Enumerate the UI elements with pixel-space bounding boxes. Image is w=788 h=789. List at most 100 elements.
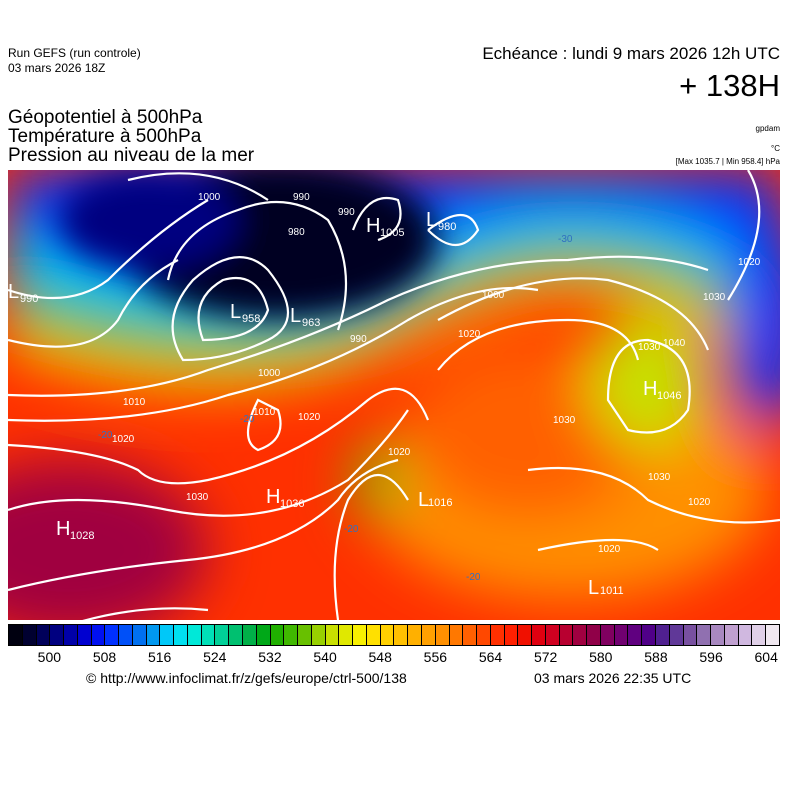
colorbar-cell — [325, 625, 340, 645]
colorbar-cell — [655, 625, 670, 645]
colorbar-cell — [270, 625, 285, 645]
colorbar-tick-label: 596 — [699, 649, 723, 665]
title-pressure: Pression au niveau de la mer — [8, 145, 255, 166]
svg-text:L: L — [8, 281, 19, 303]
svg-text:H: H — [366, 215, 380, 237]
svg-text:-20: -20 — [344, 524, 359, 535]
pressure-center-high: H 1046 — [643, 378, 681, 402]
svg-text:H: H — [56, 518, 70, 540]
colorbar-cell — [380, 625, 395, 645]
svg-text:1020: 1020 — [458, 329, 481, 340]
colorbar-cell — [50, 625, 65, 645]
svg-text:1020: 1020 — [688, 497, 711, 508]
colorbar-cell — [463, 625, 478, 645]
colorbar-tick-label: 588 — [644, 649, 668, 665]
colorbar-cell — [642, 625, 656, 645]
colorbar-cell — [64, 625, 78, 645]
colorbar-cell — [353, 625, 367, 645]
colorbar-cell — [738, 625, 753, 645]
colorbar-cell — [229, 625, 244, 645]
svg-text:-20: -20 — [98, 430, 113, 441]
title-temperature: Température à 500hPa — [8, 126, 202, 147]
svg-text:1030: 1030 — [553, 415, 576, 426]
svg-text:958: 958 — [242, 313, 260, 325]
colorbar-cell — [105, 625, 120, 645]
isobars — [8, 170, 780, 620]
title-geopotential: Géopotentiel à 500hPa — [8, 107, 203, 128]
colorbar-tick-label: 532 — [258, 649, 282, 665]
run-date: 03 mars 2026 18Z — [8, 61, 106, 75]
svg-text:L: L — [588, 577, 599, 599]
colorbar-cell — [724, 625, 739, 645]
colorbar-cell — [298, 625, 312, 645]
colorbar-cell — [77, 625, 92, 645]
colorbar-tick-label: 516 — [147, 649, 172, 665]
svg-text:1030: 1030 — [186, 492, 209, 503]
forecast-hour: + 138H — [679, 68, 780, 103]
colorbar-cell — [587, 625, 601, 645]
svg-text:L: L — [290, 305, 301, 327]
colorbar-cell — [697, 625, 712, 645]
run-name: Run GEFS (run controle) — [8, 46, 141, 60]
colorbar-cell — [421, 625, 436, 645]
svg-text:1036: 1036 — [280, 498, 304, 510]
colorbar-tick-label: 556 — [423, 649, 448, 665]
colorbar-cell — [628, 625, 643, 645]
svg-text:963: 963 — [302, 317, 320, 329]
colorbar-tick-label: 580 — [589, 649, 613, 665]
colorbar-cell — [339, 625, 354, 645]
pressure-center-low: L 963 — [290, 305, 320, 329]
svg-text:1040: 1040 — [663, 338, 686, 349]
svg-text:1020: 1020 — [598, 544, 621, 555]
colorbar-cell — [174, 625, 188, 645]
svg-text:1028: 1028 — [70, 530, 94, 542]
colorbar-cell — [91, 625, 106, 645]
svg-text:1030: 1030 — [638, 342, 661, 353]
colorbar-cell — [435, 625, 450, 645]
colorbar-tick-label: 540 — [313, 649, 337, 665]
svg-text:1000: 1000 — [482, 290, 505, 301]
colorbar-cell — [449, 625, 464, 645]
colorbar-cell — [518, 625, 533, 645]
svg-text:1010: 1010 — [123, 397, 146, 408]
temperature-field — [8, 170, 780, 620]
svg-text:980: 980 — [288, 227, 305, 238]
unit-temperature: °C — [771, 144, 780, 153]
colorbar-cell — [36, 625, 51, 645]
svg-text:1016: 1016 — [428, 497, 452, 509]
colorbar-cell — [532, 625, 546, 645]
svg-text:-30: -30 — [558, 234, 573, 245]
temperature-labels: -20 -20 -20 -20 -30 — [98, 234, 573, 583]
svg-text:1020: 1020 — [738, 257, 761, 268]
svg-text:1000: 1000 — [258, 368, 281, 379]
svg-text:990: 990 — [293, 192, 310, 203]
pressure-center-high: H 1036 — [266, 486, 304, 510]
colorbar-cell — [477, 625, 491, 645]
pressure-center-high: H 1005 — [366, 215, 404, 239]
pressure-center-low: L 990 — [8, 281, 38, 305]
colorbar-cell — [215, 625, 230, 645]
colorbar-cell — [573, 625, 588, 645]
svg-text:980: 980 — [438, 221, 456, 233]
svg-text:1020: 1020 — [298, 412, 321, 423]
colorbar-cell — [545, 625, 560, 645]
colorbar-cell — [201, 625, 216, 645]
colorbar-cell — [394, 625, 409, 645]
colorbar-cell — [366, 625, 381, 645]
svg-text:1030: 1030 — [648, 472, 671, 483]
colorbar-cell — [408, 625, 422, 645]
source-url[interactable]: © http://www.infoclimat.fr/z/gefs/europe… — [86, 670, 407, 686]
colorbar-cell — [490, 625, 505, 645]
colorbar-cell — [132, 625, 147, 645]
colorbar-cell — [119, 625, 133, 645]
svg-text:1011: 1011 — [600, 585, 624, 597]
colorbar-cell — [311, 625, 326, 645]
pressure-center-low: L 1011 — [588, 577, 624, 599]
pressure-center-high: H 1028 — [56, 518, 94, 542]
colorbar-cell — [243, 625, 257, 645]
svg-text:L: L — [230, 301, 241, 323]
colorbar-tick-label: 548 — [368, 649, 392, 665]
